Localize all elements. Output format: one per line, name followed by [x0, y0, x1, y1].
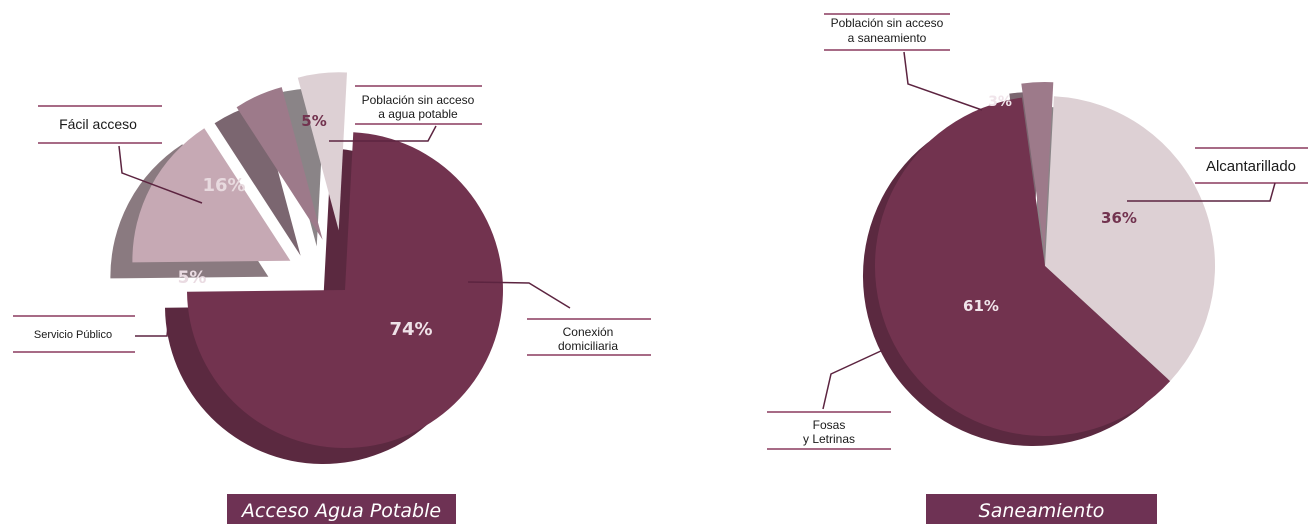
leader-facil: [118, 145, 203, 204]
leader-conexion: [467, 281, 571, 309]
value-label-servicio: 5%: [178, 268, 207, 288]
value-label-sin-acceso-agua: 5%: [301, 112, 326, 130]
label-conexion-line2: domiciliaria: [558, 339, 618, 353]
leader-san-sin-acceso: [903, 51, 983, 111]
pie-slice-servicio-p-blico: [236, 87, 323, 240]
leader-sin-acceso: [329, 125, 437, 142]
chart-title-saneamiento: Saneamiento: [926, 494, 1157, 524]
agua-potable-pie: [110, 72, 503, 464]
leader-servicio: [135, 315, 170, 337]
leader-fosas: [822, 349, 884, 410]
chart-title-agua: Acceso Agua Potable: [227, 494, 456, 524]
value-label-conexion: 74%: [389, 319, 432, 340]
label-conexion-line1: Conexión: [563, 325, 614, 339]
agua-leader-lines: [13, 85, 651, 356]
label-fosas-line2: y Letrinas: [803, 432, 855, 446]
pie-slice-fosas-y-letrinas: [874, 97, 1171, 437]
pie-slice-poblaci-n-sin-acceso-a-agua-potable: [297, 72, 347, 231]
label-sin-acceso-saneamiento-line2: a saneamiento: [848, 31, 927, 45]
label-fosas-line1: Fosas: [813, 418, 846, 432]
saneamiento-pie: [862, 81, 1216, 447]
value-label-facil: 16%: [202, 175, 245, 196]
saneamiento-leader-lines: [767, 13, 1308, 450]
label-alcantarillado: Alcantarillado: [1206, 158, 1296, 175]
value-label-fosas: 61%: [963, 297, 999, 315]
label-sin-acceso-agua-line2: a agua potable: [378, 107, 458, 121]
pie-slice-f-cil-acceso: [132, 128, 291, 263]
pie-slice-alcantarillado: [1045, 96, 1216, 382]
value-label-alcantarillado: 36%: [1101, 209, 1137, 227]
label-facil-acceso: Fácil acceso: [59, 116, 137, 132]
value-label-sin-acceso-saneamiento: 3%: [988, 94, 1012, 110]
label-sin-acceso-agua-line1: Población sin acceso: [362, 93, 475, 107]
pie-slice-conexi-n-domiciliaria: [187, 132, 503, 448]
pie-slice-side-servicio-p-blico: [214, 103, 301, 256]
pie-slice-poblaci-n-sin-acceso-a-saneamiento: [1021, 81, 1054, 253]
leader-alcantarillado: [1127, 182, 1276, 202]
label-servicio-publico: Servicio Público: [34, 329, 112, 341]
label-sin-acceso-saneamiento-line1: Población sin acceso: [831, 16, 944, 30]
